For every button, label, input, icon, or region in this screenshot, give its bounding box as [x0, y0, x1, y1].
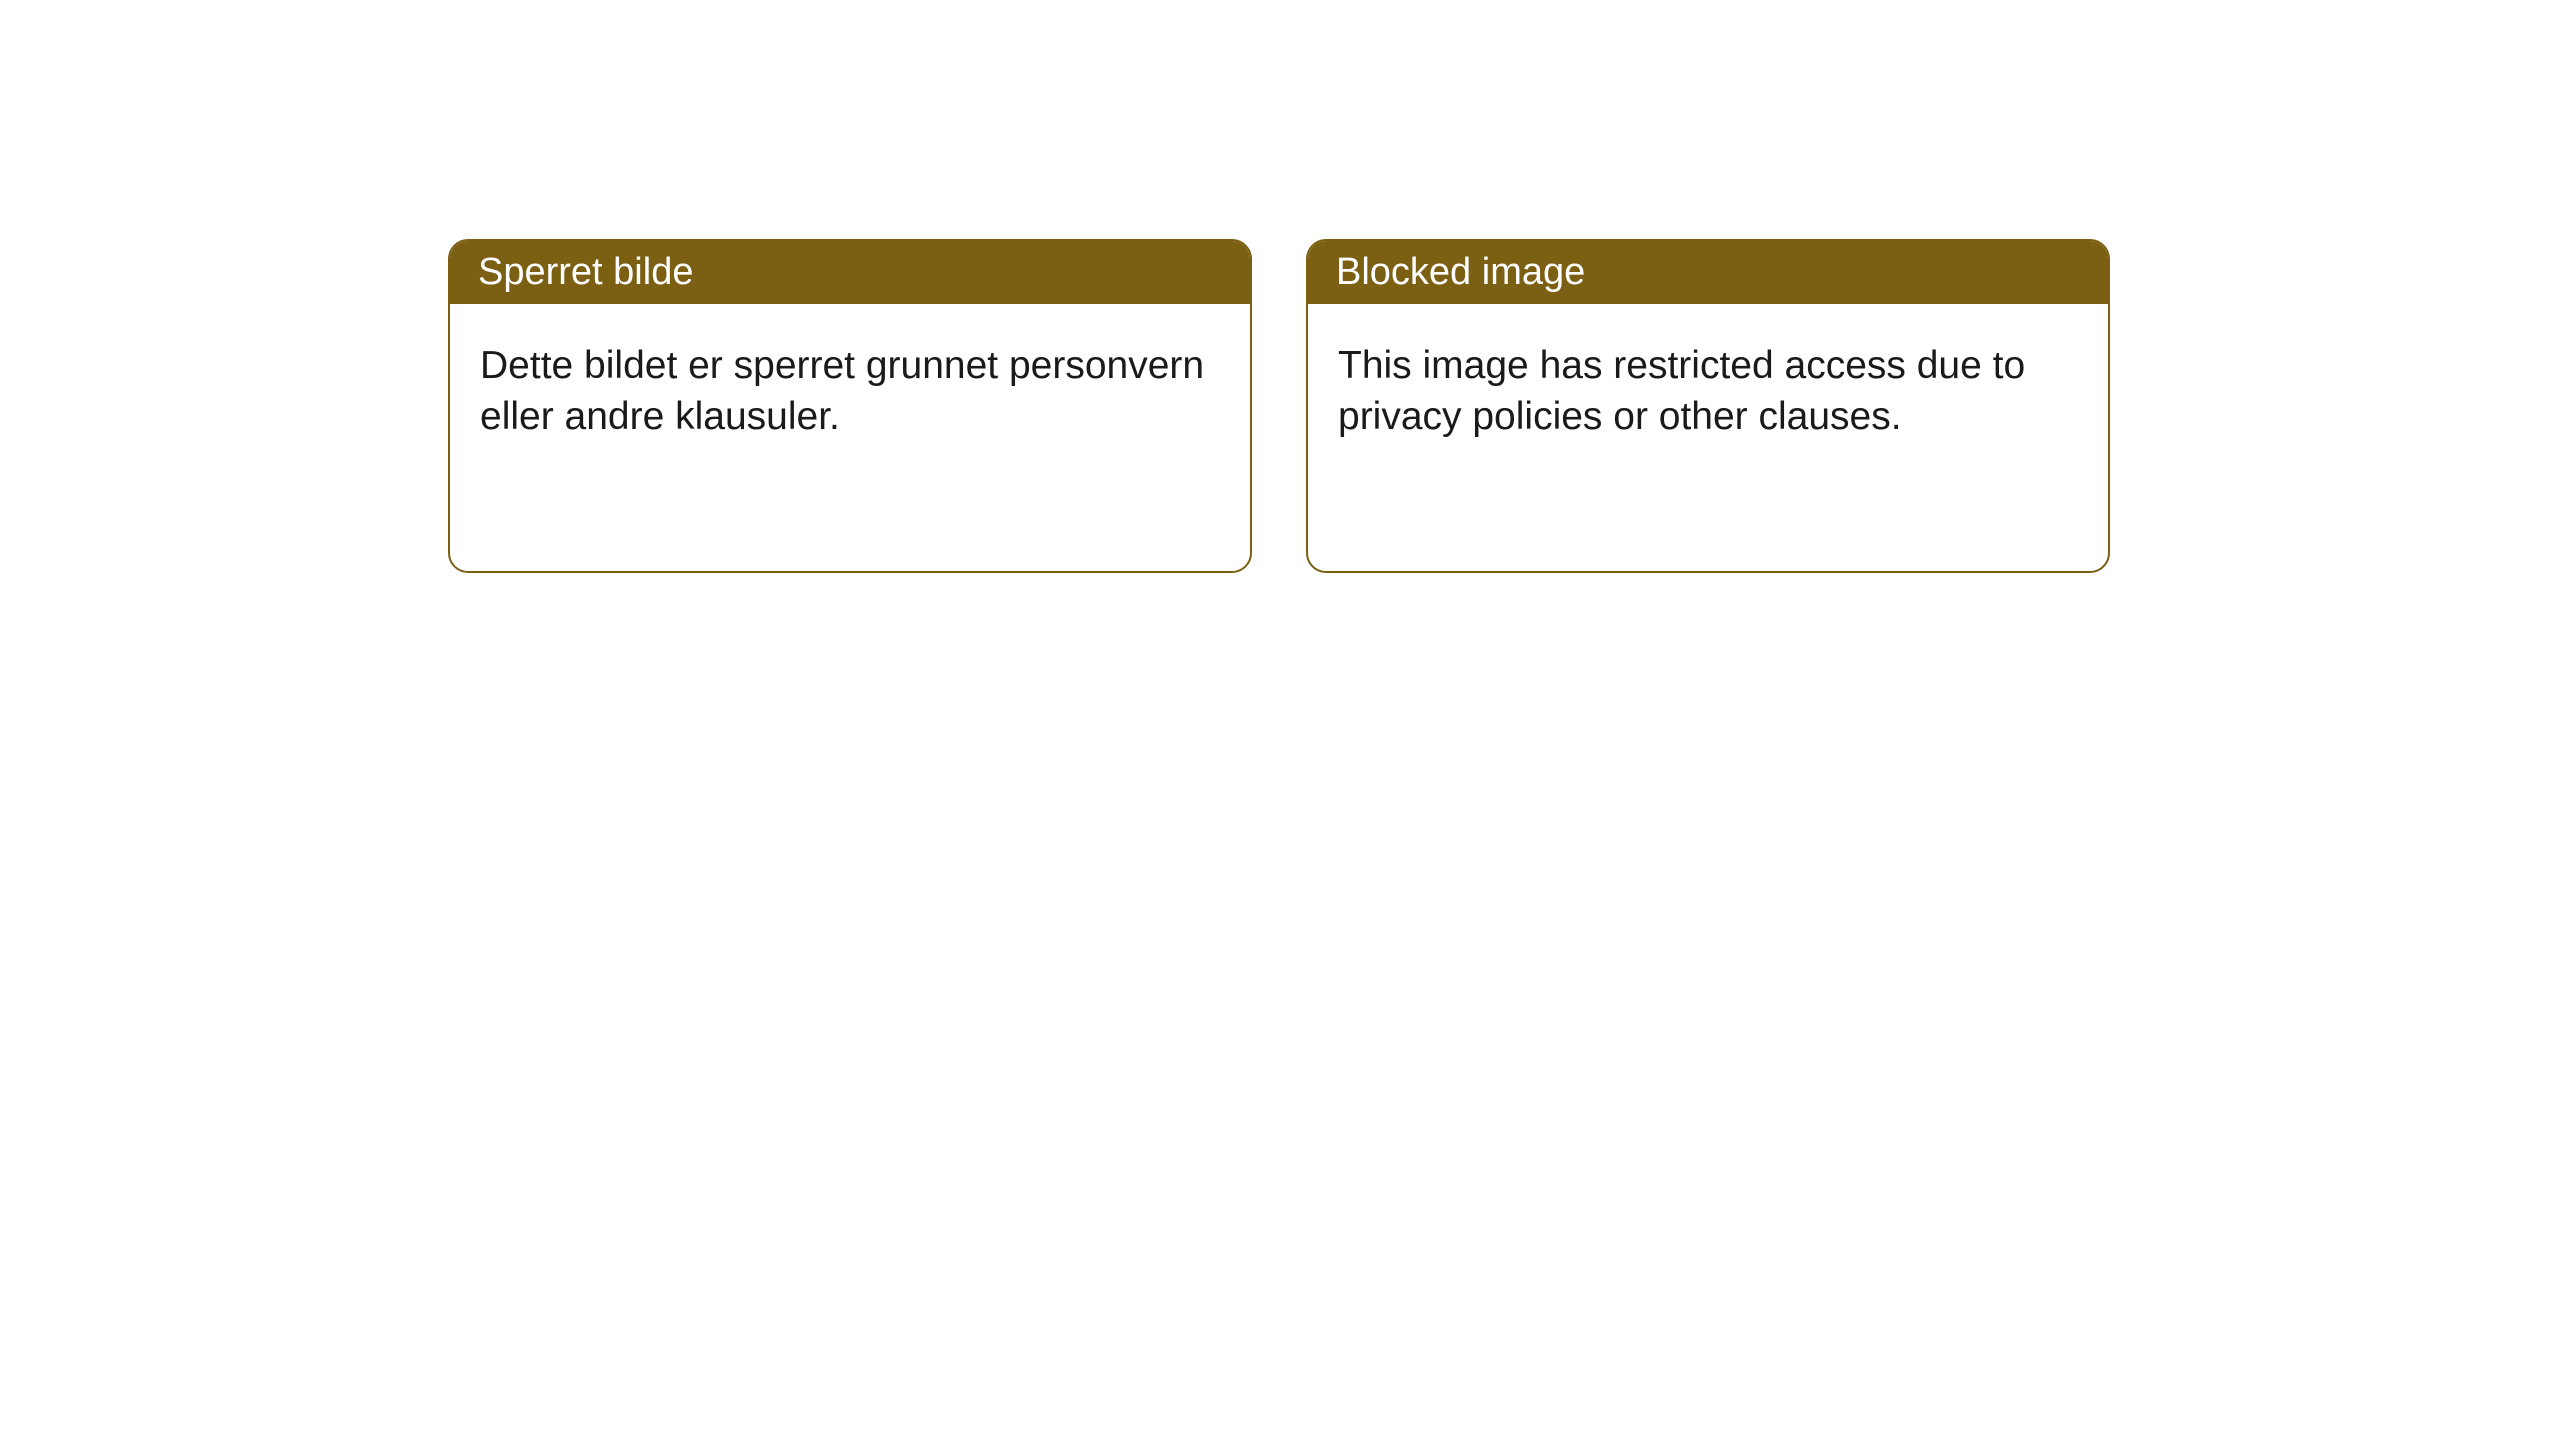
card-title: Blocked image — [1336, 251, 1585, 293]
card-header: Sperret bilde — [450, 241, 1250, 304]
card-header: Blocked image — [1308, 241, 2108, 304]
notice-container: Sperret bilde Dette bildet er sperret gr… — [0, 0, 2560, 573]
card-title: Sperret bilde — [478, 251, 693, 293]
blocked-image-card-english: Blocked image This image has restricted … — [1306, 239, 2110, 573]
card-body-text: This image has restricted access due to … — [1338, 344, 2025, 438]
blocked-image-card-norwegian: Sperret bilde Dette bildet er sperret gr… — [448, 239, 1252, 573]
card-body-text: Dette bildet er sperret grunnet personve… — [480, 344, 1204, 438]
card-body: Dette bildet er sperret grunnet personve… — [450, 304, 1250, 479]
card-body: This image has restricted access due to … — [1308, 304, 2108, 479]
